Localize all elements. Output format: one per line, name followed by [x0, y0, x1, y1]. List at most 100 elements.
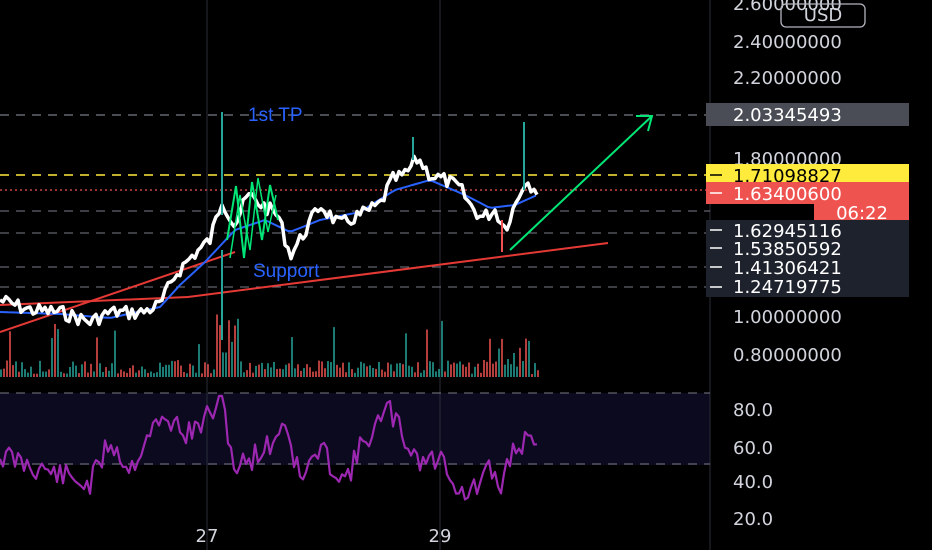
rsi-tick-80: 80.0	[733, 400, 773, 421]
volume-bar	[66, 373, 68, 377]
volume-bar	[285, 364, 287, 377]
volume-bar	[507, 359, 509, 377]
volume-bar	[180, 365, 182, 377]
volume-bar	[78, 373, 80, 377]
annotation-first-tp[interactable]: 1st TP	[248, 105, 303, 126]
volume-bar	[18, 371, 20, 377]
volume-bar	[390, 364, 392, 377]
volume-bar	[264, 369, 266, 377]
volume-bar	[297, 364, 299, 377]
volume-bar	[144, 369, 146, 377]
volume-bar	[240, 361, 242, 377]
annotation-support[interactable]: Support	[253, 261, 320, 282]
price-tag-7[interactable]	[706, 276, 909, 297]
volume-bar	[27, 372, 29, 377]
price-tag-4[interactable]	[706, 220, 909, 241]
currency-button[interactable]	[780, 3, 866, 28]
volume-bar	[174, 361, 176, 377]
trendline-lower-support[interactable]	[0, 251, 236, 333]
price-tag-current-label: 1.63400600	[733, 184, 842, 205]
volume-bar	[489, 338, 491, 377]
volume-bar	[135, 372, 137, 377]
volume-bar	[108, 370, 110, 377]
trendline-flat[interactable]	[0, 296, 189, 306]
volume-bar	[234, 325, 236, 377]
volume-bar	[363, 363, 365, 377]
price-tick-2-20: 2.20000000	[733, 68, 842, 89]
volume-bar	[453, 362, 455, 377]
price-tag-5[interactable]	[706, 238, 909, 259]
volume-bar	[468, 362, 470, 377]
volume-bar	[345, 372, 347, 377]
volume-bar	[111, 363, 113, 377]
volume-bar	[516, 366, 518, 377]
volume-bar	[117, 373, 119, 377]
volume-bar	[456, 363, 458, 377]
trendline-support[interactable]	[187, 242, 609, 298]
volume-bar	[462, 364, 464, 377]
volume-bar	[165, 364, 167, 377]
volume-bar	[399, 363, 401, 377]
volume-bar	[249, 362, 251, 377]
volume-bar	[474, 366, 476, 377]
volume-bar	[57, 329, 59, 377]
volume-bar	[15, 361, 17, 377]
volume-bar	[300, 370, 302, 377]
pattern-zigzag-1[interactable]	[226, 181, 279, 259]
volume-bar	[324, 368, 326, 377]
volume-bar	[219, 325, 221, 377]
volume-bar	[429, 361, 431, 377]
volume-bar	[342, 362, 344, 377]
price-tag-4-label: 1.62945116	[733, 221, 842, 242]
volume-bar	[129, 368, 131, 377]
price-tag-5-label: 1.53850592	[733, 239, 842, 260]
price-tag-tp-label: 2.03345493	[733, 105, 842, 126]
volume-bar	[147, 372, 149, 377]
volume-bar	[51, 338, 53, 377]
volume-bar	[309, 367, 311, 377]
volume-bar	[303, 368, 305, 377]
volume-bar	[45, 371, 47, 377]
volume-bar	[447, 360, 449, 377]
volume-bar	[435, 371, 437, 377]
price-tag-7-label: 1.24719775	[733, 277, 842, 298]
volume-bar	[312, 371, 314, 377]
volume-bar	[93, 371, 95, 377]
price-tick-2-40: 2.40000000	[733, 32, 842, 53]
price-tag-6-label: 1.41306421	[733, 258, 842, 279]
price-tag-6[interactable]	[706, 257, 909, 278]
volume-bar	[366, 366, 368, 377]
volume-bar	[54, 324, 56, 377]
volume-bar	[357, 367, 359, 377]
pattern-zigzag-2[interactable]	[229, 177, 277, 259]
price-tag-tp[interactable]	[706, 103, 909, 126]
price-tag-yellow-label: 1.71098827	[733, 166, 842, 187]
volume-bar	[69, 367, 71, 377]
volume-bar	[9, 331, 11, 377]
price-tag-current[interactable]	[706, 182, 909, 204]
volume-bar	[510, 364, 512, 377]
volume-bar	[12, 365, 14, 377]
volume-bar	[318, 360, 320, 377]
volume-bar	[183, 372, 185, 377]
volume-bar	[525, 338, 527, 377]
volume-bar	[417, 362, 419, 377]
volume-bar	[282, 369, 284, 377]
price-tag-yellow[interactable]	[706, 164, 909, 187]
volume-bars	[0, 314, 539, 377]
volume-bar	[471, 373, 473, 377]
volume-bar	[441, 320, 443, 377]
volume-bar	[276, 369, 278, 377]
volume-bar	[24, 369, 26, 377]
volume-bar	[465, 366, 467, 377]
volume-bar	[450, 364, 452, 377]
volume-bar	[426, 329, 428, 377]
volume-bar	[528, 340, 530, 377]
volume-bar	[372, 368, 374, 377]
volume-bar	[387, 362, 389, 377]
volume-bar	[405, 333, 407, 377]
volume-bar	[423, 370, 425, 377]
volume-bar	[459, 361, 461, 377]
projection-arrow[interactable]	[509, 115, 653, 251]
